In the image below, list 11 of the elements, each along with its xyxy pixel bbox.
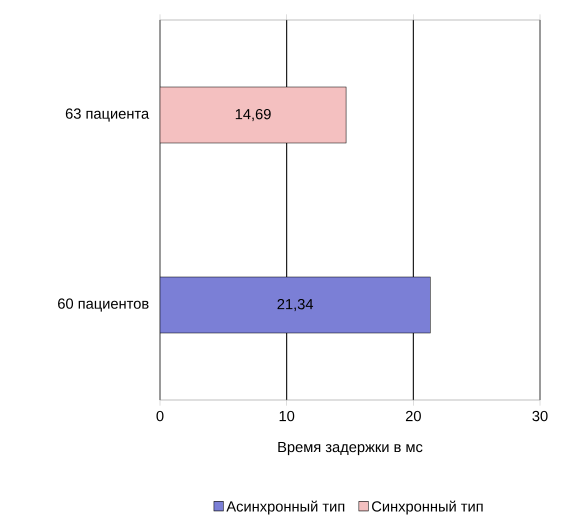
x-tick-label: 0 — [156, 410, 164, 422]
legend-label: Асинхронный тип — [226, 500, 344, 515]
x-tick-label: 10 — [280, 410, 294, 422]
x-tick-label: 30 — [532, 410, 548, 422]
x-axis-title: Время задержки в мс — [278, 442, 422, 456]
x-tick-label: 20 — [406, 410, 421, 422]
legend-label: Синхронный тип — [372, 500, 483, 515]
y-tick-label: 63 пациента — [66, 108, 150, 122]
data-label: 14,69 — [236, 108, 271, 122]
y-tick-label: 60 пациентов — [58, 298, 149, 312]
data-label: 21,34 — [278, 298, 314, 312]
